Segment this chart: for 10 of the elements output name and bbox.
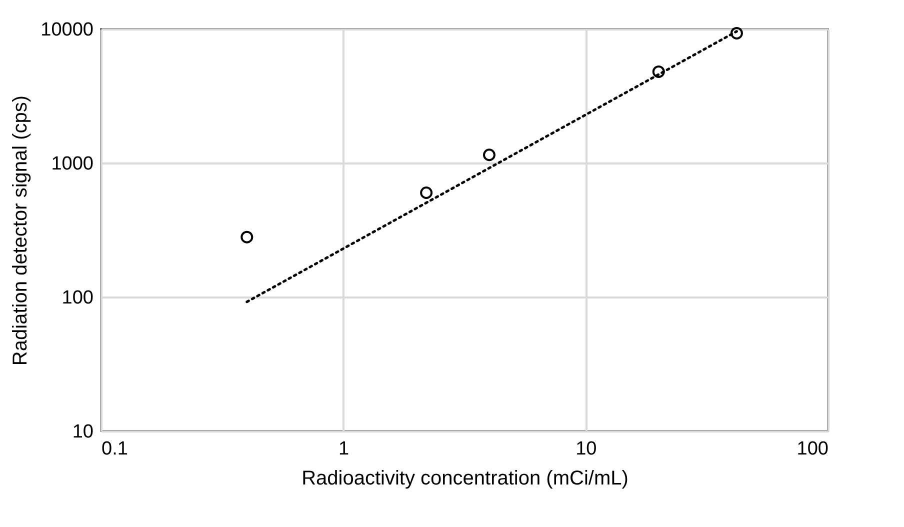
x-tick-label: 10 xyxy=(576,438,597,460)
x-tick-label: 0.1 xyxy=(102,438,128,460)
x-axis-title: Radioactivity concentration (mCi/mL) xyxy=(302,468,628,490)
y-tick-label: 10 xyxy=(72,422,94,442)
y-tick-label: 100 xyxy=(62,288,94,308)
x-tick-label: 100 xyxy=(796,438,828,460)
y-axis-title: Radiation detector signal (cps) xyxy=(10,95,32,366)
x-tick-label: 1 xyxy=(338,438,350,460)
y-tick-label: 10000 xyxy=(40,20,94,40)
y-tick-label: 1000 xyxy=(51,154,94,174)
